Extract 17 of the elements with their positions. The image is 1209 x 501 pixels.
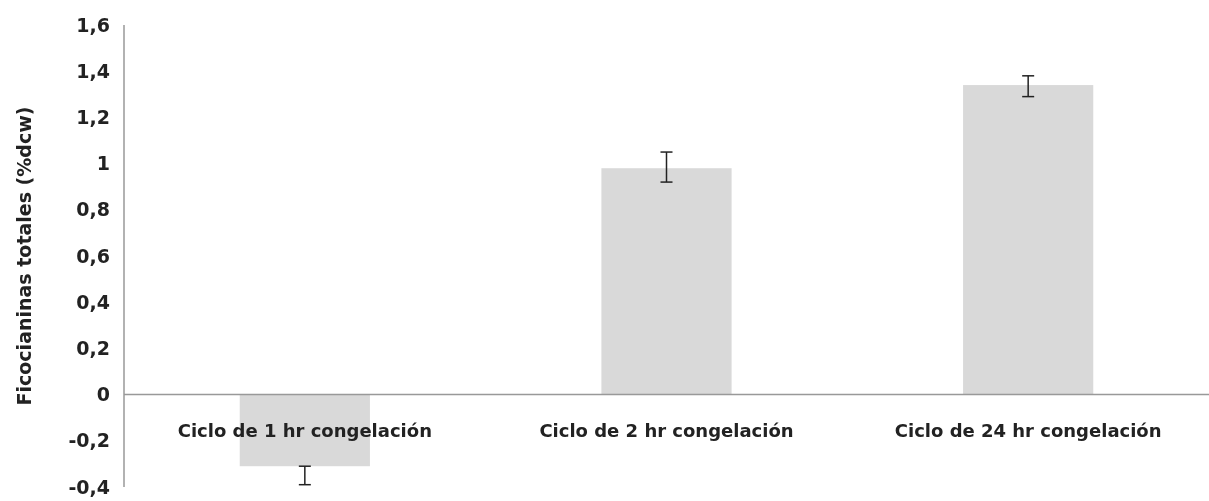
y-tick-label: 0,4 bbox=[76, 290, 110, 313]
y-tick-label: 0,2 bbox=[76, 337, 110, 360]
y-axis-title: Ficocianinas totales (%dcw) bbox=[12, 106, 35, 406]
bar bbox=[963, 85, 1094, 395]
y-tick-label: -0,4 bbox=[68, 475, 110, 498]
x-tick-label: Ciclo de 24 hr congelación bbox=[894, 419, 1162, 441]
x-tick-label: Ciclo de 1 hr congelación bbox=[177, 419, 432, 441]
y-tick-label: 1,6 bbox=[76, 13, 110, 36]
bar bbox=[601, 168, 732, 395]
y-tick-label: 0,8 bbox=[76, 198, 110, 221]
y-tick-label: 1,4 bbox=[76, 59, 110, 82]
y-tick-label: 0,6 bbox=[76, 244, 110, 267]
y-tick-label: 1 bbox=[96, 152, 110, 175]
x-tick-label: Ciclo de 2 hr congelación bbox=[539, 419, 794, 441]
y-tick-label: 1,2 bbox=[76, 106, 110, 129]
y-tick-label: -0,2 bbox=[68, 429, 110, 452]
y-tick-label: 0 bbox=[96, 383, 110, 406]
